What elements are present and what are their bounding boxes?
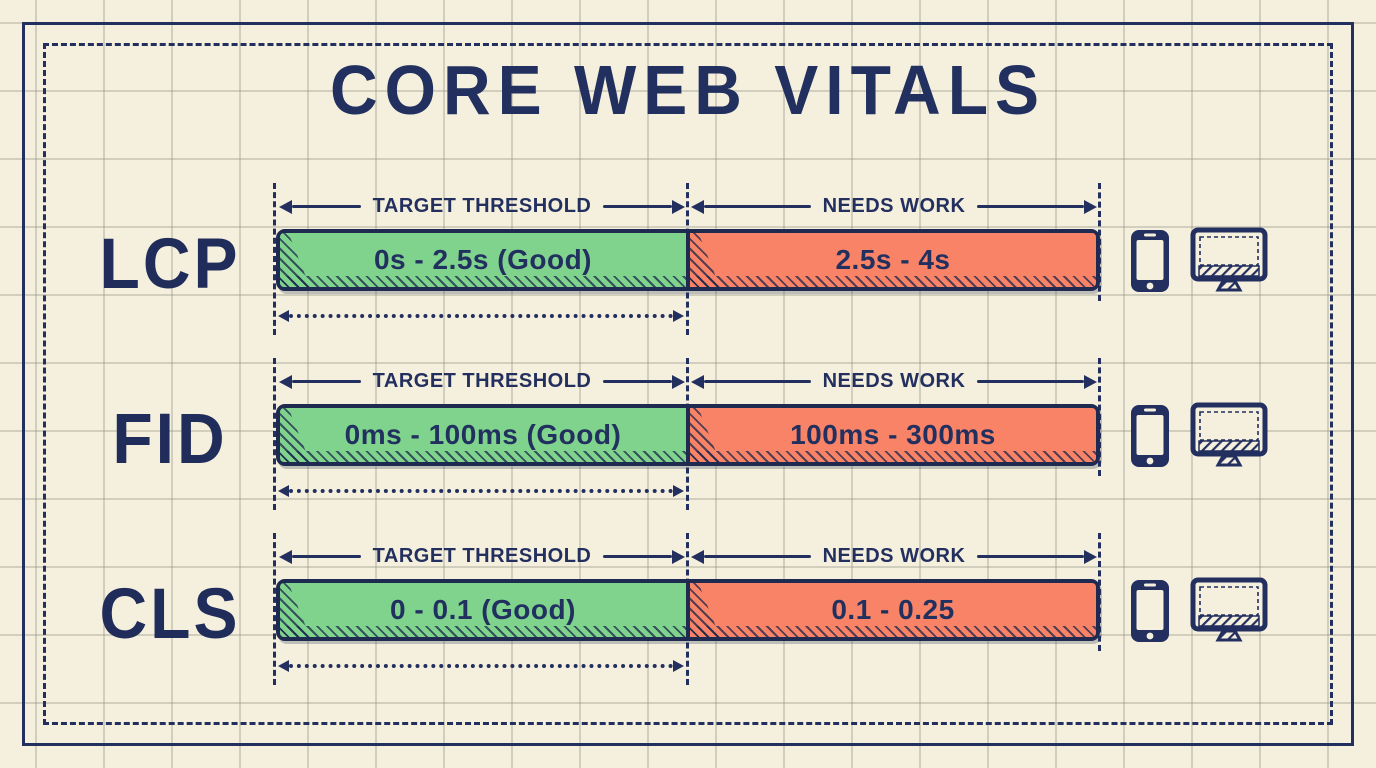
arrowhead-right-icon: [1084, 199, 1098, 214]
target-threshold-label: TARGET THRESHOLD: [372, 195, 592, 217]
good-range-segment: 0s - 2.5s (Good): [280, 233, 690, 287]
needs-work-label: NEEDS WORK: [822, 545, 966, 567]
target-span-dotted-arrow: [278, 310, 684, 322]
arrowhead-left-icon: [278, 310, 289, 322]
measure-line: [603, 555, 673, 558]
arrowhead-right-icon: [1084, 374, 1098, 389]
good-range-value: 0 - 0.1 (Good): [390, 594, 576, 625]
smartphone-icon: [1131, 230, 1169, 292]
sketch-hatch: [690, 276, 1096, 287]
measure-line: [292, 380, 361, 383]
dotted-line: [289, 489, 673, 493]
needs-work-measure: NEEDS WORK: [688, 370, 1100, 393]
measure-line: [704, 380, 811, 383]
dashed-guide-left: [273, 533, 276, 685]
metric-row-fid: FID TARGET THRESHOLD NEEDS WORK: [0, 358, 1376, 516]
measure-line: [704, 205, 811, 208]
arrowhead-right-icon: [672, 199, 686, 214]
arrowhead-right-icon: [1084, 549, 1098, 564]
sketch-hatch: [280, 451, 686, 462]
needs-work-segment: 2.5s - 4s: [690, 233, 1096, 287]
metric-row-cls: CLS TARGET THRESHOLD NEEDS WORK: [0, 533, 1376, 691]
needs-range-value: 100ms - 300ms: [790, 419, 996, 450]
dashed-guide-left: [273, 358, 276, 510]
measurement-headers: TARGET THRESHOLD NEEDS WORK: [276, 545, 1100, 568]
arrowhead-right-icon: [673, 485, 684, 497]
sketch-hatch: [690, 451, 1096, 462]
needs-range-value: 0.1 - 0.25: [831, 594, 955, 625]
smartphone-icon: [1131, 405, 1169, 467]
good-range-segment: 0ms - 100ms (Good): [280, 408, 690, 462]
device-icons: [1130, 577, 1268, 643]
sketch-hatch: [280, 276, 686, 287]
arrowhead-left-icon: [278, 660, 289, 672]
arrowhead-left-icon: [691, 549, 704, 564]
target-threshold-label: TARGET THRESHOLD: [372, 545, 592, 567]
threshold-bar: 0 - 0.1 (Good) 0.1 - 0.25: [276, 579, 1100, 641]
dotted-line: [289, 314, 673, 318]
arrowhead-left-icon: [279, 199, 292, 214]
needs-work-segment: 0.1 - 0.25: [690, 583, 1096, 637]
good-range-value: 0ms - 100ms (Good): [344, 419, 622, 450]
needs-range-value: 2.5s - 4s: [835, 244, 951, 275]
desktop-monitor-icon: [1190, 402, 1268, 467]
good-range-segment: 0 - 0.1 (Good): [280, 583, 690, 637]
page-title: CORE WEB VITALS: [329, 51, 1047, 129]
smartphone-icon: [1131, 580, 1169, 642]
arrowhead-right-icon: [672, 549, 686, 564]
measure-line: [603, 205, 673, 208]
metric-row-lcp: LCP TARGET THRESHOLD NEEDS WORK: [0, 183, 1376, 341]
arrowhead-left-icon: [278, 485, 289, 497]
sketch-hatch: [690, 626, 1096, 637]
sketch-hatch: [280, 626, 686, 637]
arrowhead-right-icon: [673, 310, 684, 322]
measure-line: [292, 555, 361, 558]
measure-line: [292, 205, 361, 208]
measure-line: [603, 380, 673, 383]
device-icons: [1130, 402, 1268, 468]
desktop-monitor-icon: [1190, 577, 1268, 642]
arrowhead-right-icon: [672, 374, 686, 389]
metric-label: LCP: [99, 223, 241, 303]
dashed-guide-left: [273, 183, 276, 335]
needs-work-segment: 100ms - 300ms: [690, 408, 1096, 462]
arrowhead-left-icon: [691, 374, 704, 389]
dotted-line: [289, 664, 673, 668]
measurement-headers: TARGET THRESHOLD NEEDS WORK: [276, 370, 1100, 393]
metric-label: CLS: [99, 573, 241, 653]
threshold-bar: 0s - 2.5s (Good) 2.5s - 4s: [276, 229, 1100, 291]
threshold-bar: 0ms - 100ms (Good) 100ms - 300ms: [276, 404, 1100, 466]
target-threshold-measure: TARGET THRESHOLD: [276, 195, 688, 218]
target-span-dotted-arrow: [278, 660, 684, 672]
metric-label: FID: [112, 398, 228, 478]
needs-work-measure: NEEDS WORK: [688, 195, 1100, 218]
target-threshold-measure: TARGET THRESHOLD: [276, 370, 688, 393]
device-icons: [1130, 227, 1268, 293]
measure-line: [977, 205, 1085, 208]
arrowhead-left-icon: [279, 549, 292, 564]
target-span-dotted-arrow: [278, 485, 684, 497]
target-threshold-label: TARGET THRESHOLD: [372, 370, 592, 392]
measurement-headers: TARGET THRESHOLD NEEDS WORK: [276, 195, 1100, 218]
arrowhead-right-icon: [673, 660, 684, 672]
needs-work-measure: NEEDS WORK: [688, 545, 1100, 568]
needs-work-label: NEEDS WORK: [822, 195, 966, 217]
measure-line: [704, 555, 811, 558]
measure-line: [977, 380, 1085, 383]
good-range-value: 0s - 2.5s (Good): [373, 244, 593, 275]
target-threshold-measure: TARGET THRESHOLD: [276, 545, 688, 568]
measure-line: [977, 555, 1085, 558]
desktop-monitor-icon: [1190, 227, 1268, 292]
arrowhead-left-icon: [691, 199, 704, 214]
needs-work-label: NEEDS WORK: [822, 370, 966, 392]
arrowhead-left-icon: [279, 374, 292, 389]
